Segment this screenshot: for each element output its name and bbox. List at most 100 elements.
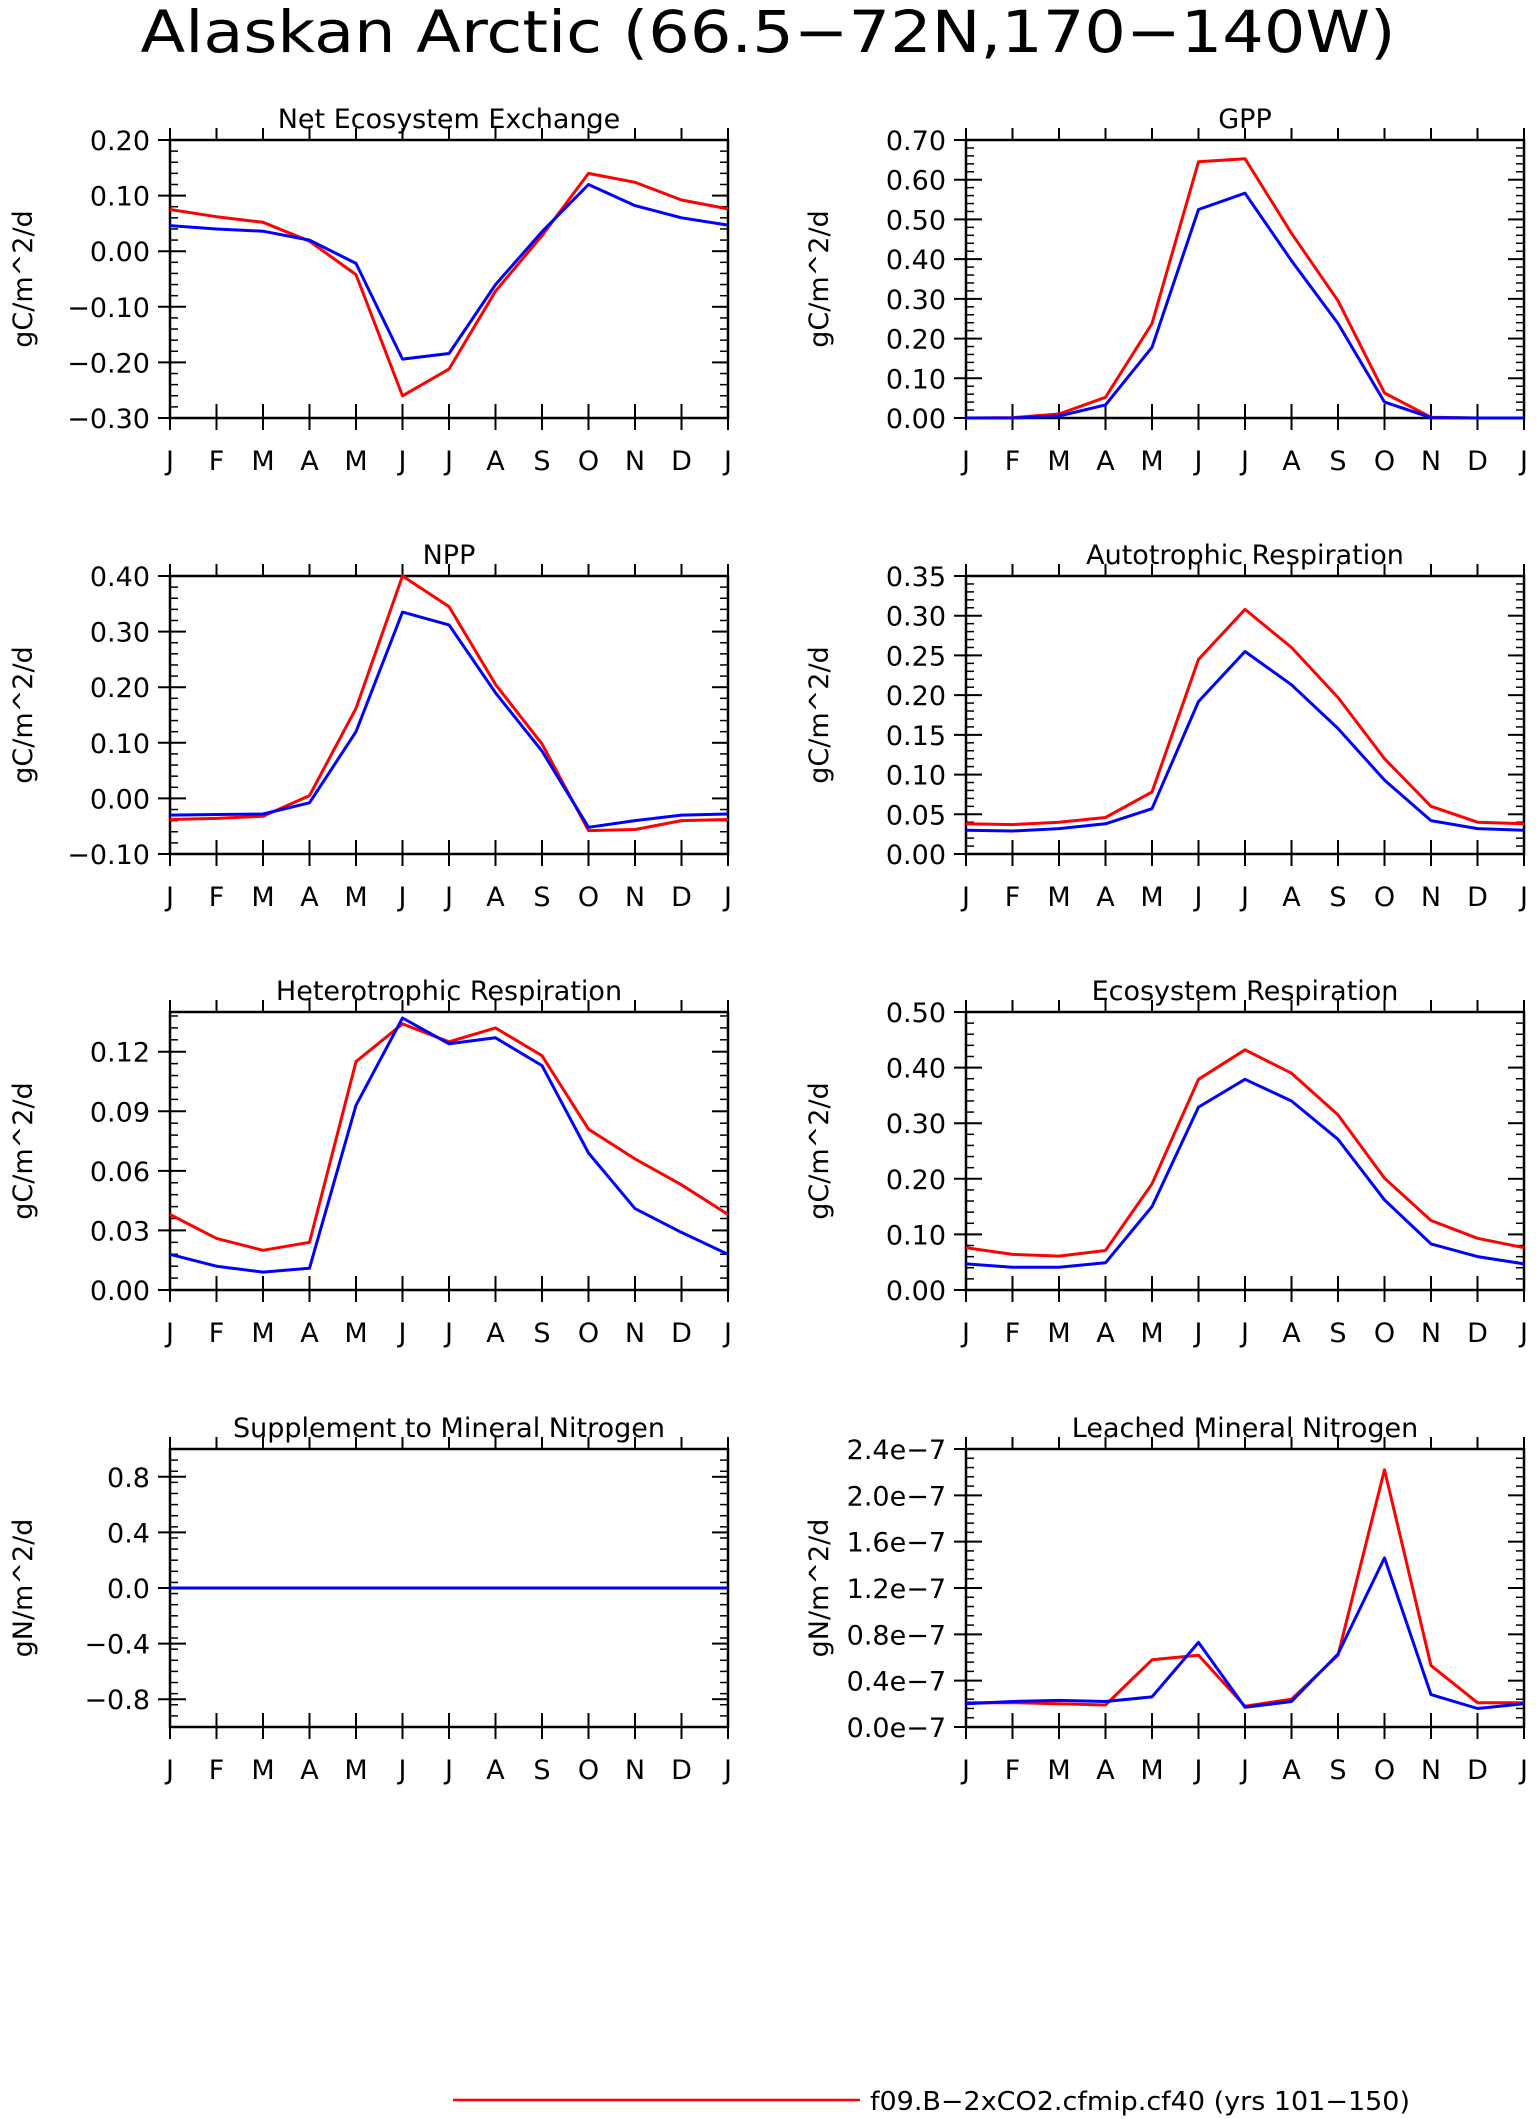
heterotrophic-respiration-xtick-label: J xyxy=(164,1318,174,1349)
ecosystem-respiration-ylabel: gC/m^2/d xyxy=(804,1082,835,1219)
leached-mineral-nitrogen-ytick-label: 0.0e−7 xyxy=(847,1713,946,1744)
autotrophic-respiration-xtick-label: S xyxy=(1329,882,1346,913)
autotrophic-respiration-xtick-label: O xyxy=(1374,882,1395,913)
gpp-xtick-label: J xyxy=(1193,446,1203,477)
npp-ytick-label: 0.10 xyxy=(90,729,150,760)
ecosystem-respiration-ytick-label: 0.40 xyxy=(886,1054,946,1085)
npp-xtick-label: A xyxy=(300,882,319,913)
gpp-xtick-label: D xyxy=(1467,446,1488,477)
net-ecosystem-exchange-ylabel: gC/m^2/d xyxy=(8,210,39,347)
npp-ytick-label: 0.20 xyxy=(90,673,150,704)
ecosystem-respiration-xtick-label: J xyxy=(1193,1318,1203,1349)
leached-mineral-nitrogen-ytick-label: 1.2e−7 xyxy=(847,1574,946,1605)
supplement-to-mineral-nitrogen-ytick-label: −0.4 xyxy=(84,1630,150,1661)
net-ecosystem-exchange-panel: Net Ecosystem ExchangegC/m^2/d−0.30−0.20… xyxy=(8,104,732,477)
heterotrophic-respiration-xtick-label: N xyxy=(625,1318,645,1349)
leached-mineral-nitrogen-xtick-label: M xyxy=(1140,1755,1163,1786)
heterotrophic-respiration-xtick-label: M xyxy=(344,1318,367,1349)
legend: f09.B−2xCO2.cfmip.cf40 (yrs 101−150) xyxy=(453,2087,1410,2117)
leached-mineral-nitrogen-xtick-label: O xyxy=(1374,1755,1395,1786)
leached-mineral-nitrogen-xtick-label: J xyxy=(1193,1755,1203,1786)
net-ecosystem-exchange-xtick-label: S xyxy=(533,446,550,477)
gpp-xtick-label: S xyxy=(1329,446,1346,477)
leached-mineral-nitrogen-xtick-label: S xyxy=(1329,1755,1346,1786)
leached-mineral-nitrogen-ytick-label: 0.8e−7 xyxy=(847,1620,946,1651)
gpp-xtick-label: N xyxy=(1421,446,1441,477)
heterotrophic-respiration-xtick-label: S xyxy=(533,1318,550,1349)
ecosystem-respiration-series-blue-line xyxy=(965,1077,1525,1269)
gpp-xtick-label: J xyxy=(1518,446,1528,477)
autotrophic-respiration-ytick-label: 0.05 xyxy=(886,800,946,831)
net-ecosystem-exchange-series-blue-line xyxy=(169,183,729,361)
autotrophic-respiration-xtick-label: J xyxy=(1518,882,1528,913)
gpp-ytick-label: 0.50 xyxy=(886,205,946,236)
leached-mineral-nitrogen-xtick-label: J xyxy=(1518,1755,1528,1786)
supplement-to-mineral-nitrogen-xtick-label: J xyxy=(164,1755,174,1786)
npp-xtick-label: J xyxy=(443,882,453,913)
ecosystem-respiration-xtick-label: M xyxy=(1047,1318,1070,1349)
npp-xtick-label: M xyxy=(251,882,274,913)
ecosystem-respiration-ytick-label: 0.30 xyxy=(886,1109,946,1140)
autotrophic-respiration-xtick-label: M xyxy=(1047,882,1070,913)
net-ecosystem-exchange-xtick-label: N xyxy=(625,446,645,477)
autotrophic-respiration-xtick-label: J xyxy=(960,882,970,913)
gpp-xtick-label: M xyxy=(1047,446,1070,477)
supplement-to-mineral-nitrogen-ytick-label: 0.4 xyxy=(107,1518,150,1549)
gpp-ytick-label: 0.60 xyxy=(886,166,946,197)
figure-title: Alaskan Arctic (66.5−72N,170−140W) xyxy=(141,0,1396,66)
leached-mineral-nitrogen-xtick-label: F xyxy=(1005,1755,1021,1786)
npp-ytick-label: 0.40 xyxy=(90,562,150,593)
autotrophic-respiration-ytick-label: 0.00 xyxy=(886,840,946,871)
leached-mineral-nitrogen-xtick-label: J xyxy=(960,1755,970,1786)
leached-mineral-nitrogen-xtick-label: A xyxy=(1282,1755,1301,1786)
ecosystem-respiration-xtick-label: A xyxy=(1096,1318,1115,1349)
autotrophic-respiration-panel: Autotrophic RespirationgC/m^2/d0.000.050… xyxy=(804,540,1528,913)
ecosystem-respiration-xtick-label: N xyxy=(1421,1318,1441,1349)
leached-mineral-nitrogen-ytick-label: 0.4e−7 xyxy=(847,1667,946,1698)
autotrophic-respiration-xtick-label: A xyxy=(1096,882,1115,913)
gpp-xtick-label: A xyxy=(1282,446,1301,477)
supplement-to-mineral-nitrogen-ytick-label: 0.8 xyxy=(107,1463,150,1494)
net-ecosystem-exchange-ytick-label: −0.30 xyxy=(67,404,150,435)
gpp-xtick-label: A xyxy=(1096,446,1115,477)
leached-mineral-nitrogen-xtick-label: A xyxy=(1096,1755,1115,1786)
heterotrophic-respiration-ylabel: gC/m^2/d xyxy=(8,1082,39,1219)
ecosystem-respiration-xtick-label: F xyxy=(1005,1318,1021,1349)
autotrophic-respiration-ytick-label: 0.30 xyxy=(886,602,946,633)
npp-ytick-label: −0.10 xyxy=(67,840,150,871)
gpp-ytick-label: 0.70 xyxy=(886,126,946,157)
autotrophic-respiration-ylabel: gC/m^2/d xyxy=(804,646,835,783)
panels: Net Ecosystem ExchangegC/m^2/d−0.30−0.20… xyxy=(8,104,1528,1786)
supplement-to-mineral-nitrogen-xtick-label: A xyxy=(486,1755,505,1786)
heterotrophic-respiration-panel: Heterotrophic RespirationgC/m^2/d0.000.0… xyxy=(8,976,732,1349)
heterotrophic-respiration-xtick-label: J xyxy=(722,1318,732,1349)
autotrophic-respiration-xtick-label: A xyxy=(1282,882,1301,913)
gpp-xtick-label: M xyxy=(1140,446,1163,477)
heterotrophic-respiration-xtick-label: J xyxy=(443,1318,453,1349)
npp-series-blue-line xyxy=(169,610,729,829)
supplement-to-mineral-nitrogen-ytick-label: 0.0 xyxy=(107,1574,150,1605)
autotrophic-respiration-xtick-label: J xyxy=(1193,882,1203,913)
autotrophic-respiration-xtick-label: M xyxy=(1140,882,1163,913)
npp-xtick-label: S xyxy=(533,882,550,913)
npp-xtick-label: O xyxy=(578,882,599,913)
npp-ytick-label: 0.00 xyxy=(90,784,150,815)
heterotrophic-respiration-ytick-label: 0.06 xyxy=(90,1157,150,1188)
supplement-to-mineral-nitrogen-panel: Supplement to Mineral NitrogengN/m^2/d−0… xyxy=(8,1413,732,1786)
heterotrophic-respiration-series-red-line xyxy=(169,1022,729,1252)
heterotrophic-respiration-ytick-label: 0.03 xyxy=(90,1216,150,1247)
leached-mineral-nitrogen-xtick-label: D xyxy=(1467,1755,1488,1786)
ecosystem-respiration-xtick-label: M xyxy=(1140,1318,1163,1349)
gpp-panel: GPPgC/m^2/d0.000.100.200.300.400.500.600… xyxy=(804,104,1528,477)
npp-xtick-label: A xyxy=(486,882,505,913)
supplement-to-mineral-nitrogen-xtick-label: M xyxy=(251,1755,274,1786)
heterotrophic-respiration-xtick-label: A xyxy=(486,1318,505,1349)
supplement-to-mineral-nitrogen-xtick-label: A xyxy=(300,1755,319,1786)
gpp-ytick-label: 0.40 xyxy=(886,245,946,276)
supplement-to-mineral-nitrogen-xtick-label: J xyxy=(443,1755,453,1786)
autotrophic-respiration-series-blue-line xyxy=(965,650,1525,833)
autotrophic-respiration-ytick-label: 0.15 xyxy=(886,721,946,752)
ecosystem-respiration-ytick-label: 0.50 xyxy=(886,998,946,1029)
